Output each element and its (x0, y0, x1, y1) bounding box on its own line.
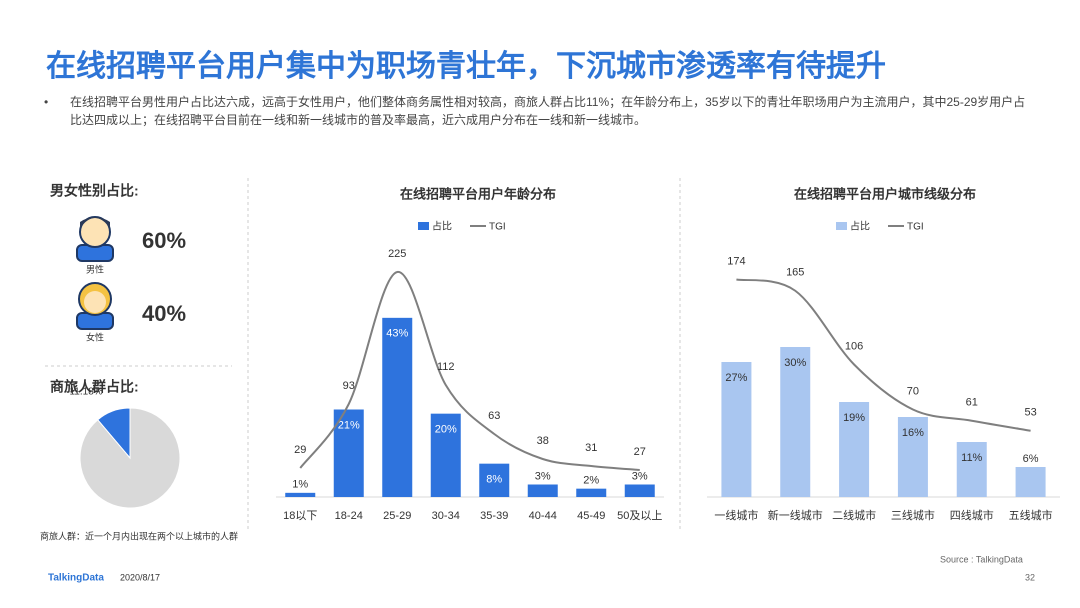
male-icon (76, 216, 114, 262)
x-tick-label: 一线城市 (714, 508, 758, 522)
bar-label: 30% (784, 357, 806, 369)
line-label: 165 (786, 267, 804, 279)
x-tick-label: 18以下 (283, 510, 317, 522)
x-tick-label: 五线城市 (1009, 508, 1053, 522)
bar (479, 463, 510, 497)
gender-value: 40% (142, 301, 186, 326)
legend-label: TGI (489, 222, 506, 233)
x-tick-label: 50及以上 (617, 509, 662, 522)
x-tick-label: 三线城市 (891, 508, 935, 522)
bar (839, 402, 870, 497)
bar (780, 347, 811, 497)
bar-label: 1% (292, 479, 308, 491)
bar-label: 2% (583, 475, 599, 487)
bar (285, 492, 316, 497)
bar-label: 3% (535, 470, 551, 482)
line (299, 271, 640, 471)
bar (333, 409, 364, 497)
line-label: 29 (294, 444, 306, 456)
page-number: 32 (1025, 572, 1035, 582)
x-tick-label: 新一线城市 (768, 508, 823, 522)
chart-title: 在线招聘平台用户年龄分布 (400, 186, 556, 201)
x-tick-label: 30-34 (432, 510, 460, 522)
bar (897, 417, 928, 497)
pie-title: 商旅人群占比: (50, 379, 139, 395)
brand: TalkingData (48, 573, 104, 584)
bar (1015, 467, 1046, 497)
chart-title: 在线招聘平台用户城市线级分布 (794, 186, 976, 201)
line-label: 174 (727, 255, 745, 267)
line-label: 31 (585, 442, 597, 454)
bar-label: 43% (386, 328, 408, 340)
line-label: 27 (634, 446, 646, 458)
gender-label: 男性 (86, 263, 104, 274)
legend-swatch (418, 222, 429, 230)
line-label: 106 (845, 340, 863, 352)
bar-label: 21% (338, 419, 360, 431)
bar-label: 8% (486, 474, 502, 486)
x-tick-label: 二线城市 (832, 508, 876, 522)
bar (956, 442, 987, 497)
line-label: 38 (537, 435, 549, 447)
bar-label: 20% (435, 424, 457, 436)
legend-swatch (836, 222, 847, 230)
line-label: 63 (488, 410, 500, 422)
gender-value: 60% (142, 228, 186, 253)
line-label: 112 (437, 361, 455, 373)
bar-label: 16% (902, 427, 924, 439)
slide-title: 在线招聘平台用户集中为职场青壮年，下沉城市渗透率有待提升 (46, 49, 886, 83)
bar (527, 484, 558, 497)
line-label: 53 (1024, 407, 1036, 419)
date: 2020/8/17 (120, 572, 160, 582)
line-label: 70 (907, 385, 919, 397)
pie-slice (79, 407, 181, 509)
pie-label: 11.18% (69, 386, 102, 397)
bullet-text: 在线招聘平台男性用户占比达六成，远高于女性用户，他们整体商务属性相对较高，商旅人… (70, 95, 1026, 127)
female-icon (76, 282, 114, 330)
x-tick-label: 35-39 (480, 510, 508, 522)
bar (624, 484, 655, 497)
x-tick-label: 40-44 (529, 510, 557, 522)
line-label: 225 (388, 248, 406, 260)
x-tick-label: 45-49 (577, 510, 605, 522)
legend-label: 占比 (432, 220, 452, 233)
bar-label: 27% (725, 372, 747, 384)
bar-label: 3% (632, 470, 648, 482)
bar-label: 19% (843, 412, 865, 424)
footnote: 商旅人群：近一个月内出现在两个以上城市的人群 (40, 530, 238, 541)
x-tick-label: 四线城市 (950, 508, 994, 522)
bar (430, 413, 461, 497)
bar-label: 11% (961, 452, 982, 464)
x-tick-label: 18-24 (335, 510, 363, 522)
line-label: 61 (966, 397, 978, 409)
x-tick-label: 25-29 (383, 510, 411, 522)
bar (382, 317, 413, 497)
legend-label: TGI (907, 222, 924, 233)
line (736, 278, 1031, 432)
gender-title: 男女性别占比: (50, 183, 139, 199)
bar-label: 6% (1023, 453, 1039, 465)
bullet-dot: • (44, 95, 49, 109)
gender-label: 女性 (86, 331, 104, 342)
bar (576, 488, 607, 497)
legend-label: 占比 (850, 220, 870, 233)
bar (721, 362, 752, 497)
line-label: 93 (343, 380, 355, 392)
source: Source : TalkingData (940, 554, 1023, 564)
